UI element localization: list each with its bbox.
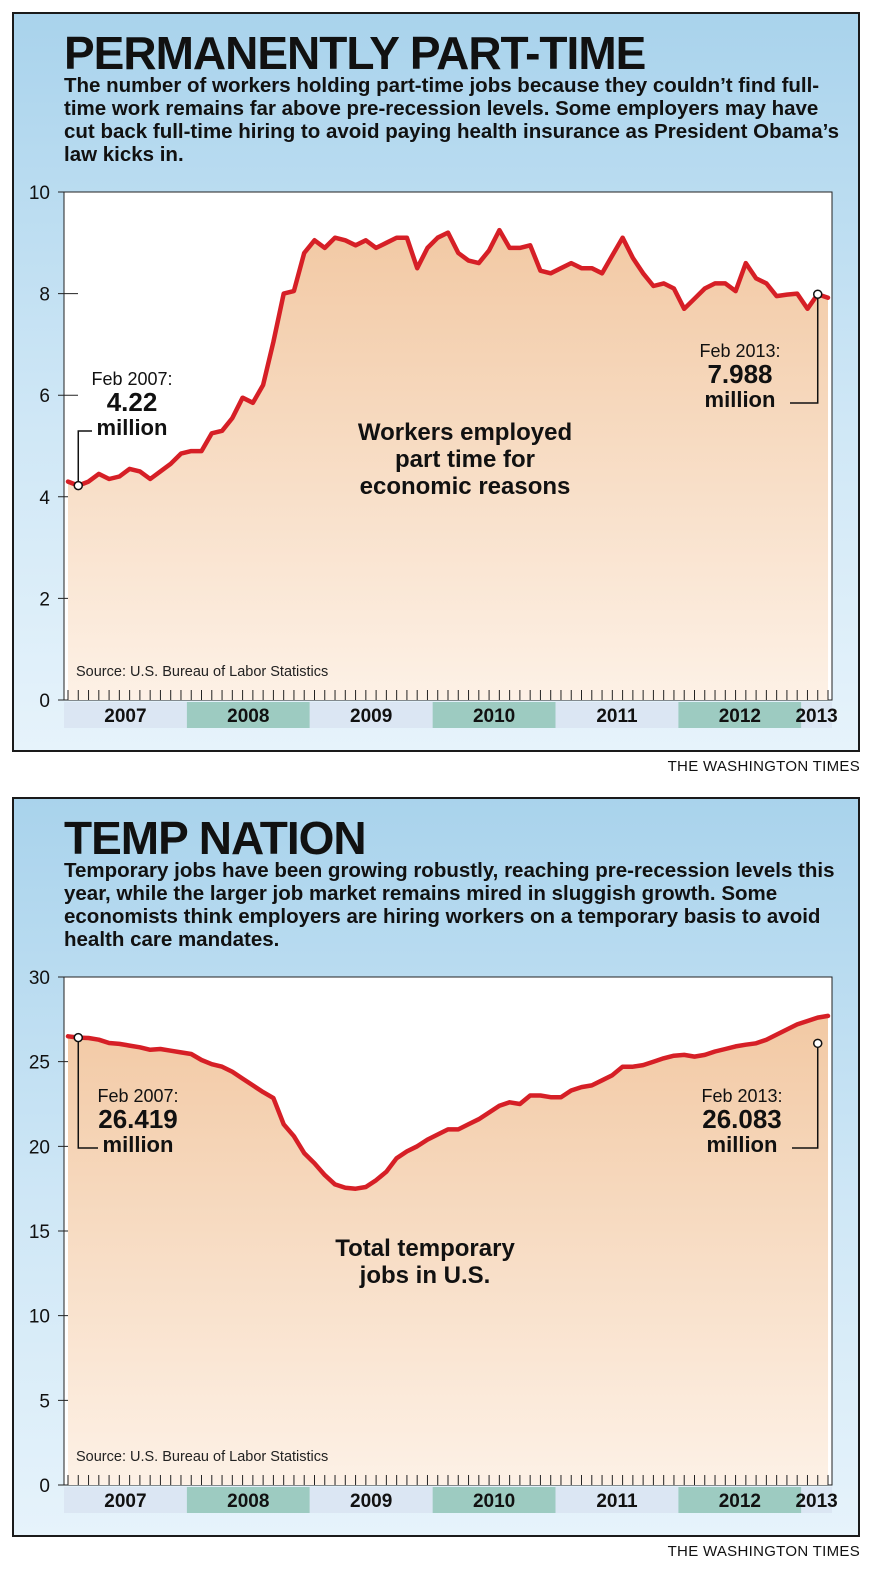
source-note: Source: U.S. Bureau of Labor Statistics: [76, 664, 328, 680]
y-tick-label: 10: [29, 1307, 50, 1328]
annotation-unit: million: [103, 1132, 174, 1157]
y-tick-label: 30: [29, 968, 50, 989]
credit-line: THE WASHINGTON TIMES: [667, 758, 860, 775]
year-band: [186, 1487, 310, 1513]
annotation-leader: [77, 430, 92, 486]
chart-title: TEMP NATION: [64, 812, 367, 864]
y-tick-label: 0: [39, 1476, 50, 1497]
year-band: [64, 1487, 187, 1513]
year-label: 2013: [795, 706, 837, 727]
year-band: [678, 1487, 802, 1513]
year-band: [801, 702, 832, 728]
annotation-marker: [73, 1032, 84, 1043]
y-tick-label: 5: [39, 1391, 50, 1412]
year-band: [555, 1487, 679, 1513]
year-label: 2009: [350, 706, 392, 727]
y-tick-label: 20: [29, 1137, 50, 1158]
chart-subtitle: Temporary jobs have been growing robustl…: [64, 859, 835, 951]
y-tick-label: 6: [39, 386, 50, 407]
temp-jobs-chart-panel: TEMP NATION Temporary jobs have been gro…: [12, 797, 860, 1537]
y-tick-label: 15: [29, 1222, 50, 1243]
year-label: 2012: [719, 706, 761, 727]
year-label: 2011: [596, 706, 638, 727]
annotation-date: Feb 2013:: [699, 341, 780, 361]
year-label: 2008: [227, 1491, 269, 1512]
annotation-unit: million: [97, 415, 168, 440]
year-band: [309, 1487, 433, 1513]
part-time-area-chart: 0 2 4 6 8 10 2007 2008 2009 2010 2011 2012 2013 Sourc…: [29, 183, 838, 728]
year-label: 2008: [227, 706, 269, 727]
annotation-value: 7.988: [707, 359, 772, 389]
annotation-leader: [790, 294, 819, 404]
annotation-marker: [812, 1038, 823, 1049]
year-band: [186, 702, 310, 728]
annotation-leader: [77, 1037, 98, 1149]
y-tick-label: 4: [39, 488, 50, 509]
series-label: part time for: [395, 446, 535, 473]
annotation-date: Feb 2007:: [97, 1086, 178, 1106]
y-tick-label: 0: [39, 691, 50, 712]
annotation-unit: million: [707, 1132, 778, 1157]
source-note: Source: U.S. Bureau of Labor Statistics: [76, 1449, 328, 1465]
temp-jobs-area-chart: 0 5 10 15 20 25 30 2007 2008 2009 2010 2011 2012 2013…: [29, 968, 838, 1513]
year-band: [678, 702, 802, 728]
annotation-value: 26.083: [702, 1104, 782, 1134]
annotation-marker: [73, 480, 84, 491]
series-label: jobs in U.S.: [359, 1262, 491, 1289]
year-label: 2011: [596, 1491, 638, 1512]
year-label: 2009: [350, 1491, 392, 1512]
chart-subtitle: The number of workers holding part-time …: [64, 74, 840, 166]
year-band: [801, 1487, 832, 1513]
year-label: 2010: [473, 706, 515, 727]
series-area: [68, 1015, 828, 1485]
year-band: [64, 702, 187, 728]
y-tick-label: 25: [29, 1053, 50, 1074]
year-label: 2013: [795, 1491, 837, 1512]
annotation-date: Feb 2013:: [701, 1086, 782, 1106]
annotation-value: 4.22: [107, 387, 158, 417]
year-band: [309, 702, 433, 728]
series-area: [68, 230, 828, 700]
year-band: [555, 702, 679, 728]
series-line: [65, 1013, 831, 1191]
annotation-unit: million: [705, 387, 776, 412]
series-line: [65, 227, 831, 488]
series-label: economic reasons: [360, 473, 571, 500]
credit-line: THE WASHINGTON TIMES: [667, 1543, 860, 1560]
part-time-chart-panel: PERMANENTLY PART-TIME The number of work…: [12, 12, 860, 752]
series-label: Total temporary: [335, 1235, 515, 1262]
annotation-leader: [792, 1043, 819, 1149]
annotation-value: 26.419: [98, 1104, 178, 1134]
y-tick-label: 8: [39, 285, 50, 306]
year-label: 2012: [719, 1491, 761, 1512]
year-band: [432, 702, 556, 728]
annotation-date: Feb 2007:: [91, 369, 172, 389]
annotation-marker: [812, 289, 823, 299]
y-tick-label: 2: [39, 589, 50, 610]
chart-title: PERMANENTLY PART-TIME: [64, 27, 646, 79]
year-label: 2010: [473, 1491, 515, 1512]
year-label: 2007: [104, 1491, 146, 1512]
y-tick-label: 10: [29, 183, 50, 204]
series-label: Workers employed: [358, 419, 572, 446]
year-label: 2007: [104, 706, 146, 727]
year-band: [432, 1487, 556, 1513]
